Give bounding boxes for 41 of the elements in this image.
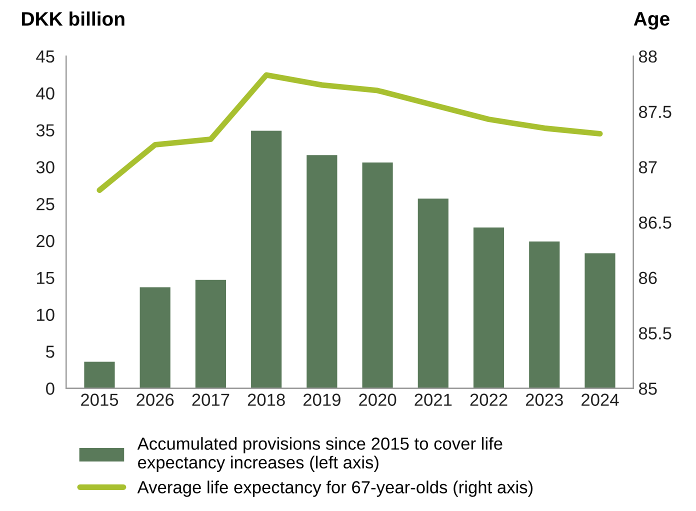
bar: [418, 198, 448, 388]
y-tick-label: 40: [36, 87, 54, 100]
y2-tick-label: 86: [638, 272, 657, 284]
bar: [529, 241, 560, 388]
x-tick-label: 2021: [414, 394, 452, 406]
y-tick-label: 25: [36, 198, 54, 210]
y2-tick-label: 88: [638, 50, 657, 63]
x-tick-label: 2017: [192, 394, 230, 406]
x-tick-label: 2020: [359, 394, 396, 406]
y2-tick-label: 86.5: [638, 216, 672, 229]
bar: [473, 227, 504, 388]
y2-tick-label: 87: [638, 161, 657, 174]
bar: [584, 253, 616, 388]
bar: [140, 287, 170, 388]
legend-label: Accumulated provisions since 2015 to cover life expectancy increases (left axis): [137, 437, 502, 472]
y-tick-label: 15: [37, 272, 54, 284]
y2-tick-label: 87.5: [638, 106, 672, 118]
x-tick-label: 2019: [304, 394, 340, 406]
y-tick-label: 5: [46, 346, 54, 358]
x-tick-label: 2015: [81, 394, 118, 406]
bar: [84, 362, 115, 388]
y-tick-label: 35: [36, 124, 54, 136]
y-tick-label: 45: [36, 50, 54, 63]
y-tick-label: 0: [46, 382, 54, 395]
bar: [195, 280, 226, 388]
y2-axis-title: Age: [634, 12, 670, 30]
y-axis-title: DKK billion: [22, 12, 124, 26]
x-tick-label: 2023: [526, 394, 563, 406]
y-tick-label: 10: [37, 308, 54, 322]
x-tick-label: 2022: [470, 394, 508, 406]
y2-tick-label: 85: [638, 382, 657, 395]
x-tick-label: 2024: [582, 394, 619, 406]
y-tick-label: 20: [36, 234, 54, 248]
y2-tick-label: 85.5: [638, 327, 672, 340]
y-tick-label: 30: [36, 161, 54, 174]
bar: [251, 130, 282, 388]
bar: [362, 162, 393, 388]
bar: [306, 155, 338, 388]
x-tick-label: 2018: [248, 394, 285, 406]
x-tick-label: 2026: [136, 394, 174, 406]
legend-label: Average life expectancy for 67-year-olds (right axis): [137, 480, 533, 497]
